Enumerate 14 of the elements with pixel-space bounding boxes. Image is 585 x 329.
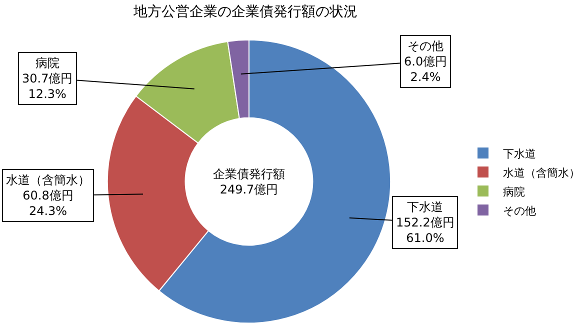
slice-label: 水道（含簡水） (6, 173, 90, 187)
slice-label: 病院 (35, 56, 60, 70)
data-label: 30.7億円 12.3% (22, 72, 73, 102)
legend-label: その他 (503, 204, 536, 218)
legend-label: 病院 (503, 185, 525, 198)
slice-label: 下水道 (407, 200, 444, 214)
data-label: 60.8億円 24.3% (22, 188, 74, 218)
slice-label: その他 (408, 39, 444, 53)
text: 企業債発行額 249.7億円 (213, 167, 285, 197)
legend-label: 下水道 (503, 147, 536, 160)
data-label: 152.2億円 61.0% (396, 216, 454, 246)
chart-title: 地方公営企業の企業債発行額の状況 (132, 4, 358, 20)
legend-label: 水道（含簡水） (503, 166, 580, 180)
data-label: 6.0億円 2.4% (404, 54, 448, 84)
